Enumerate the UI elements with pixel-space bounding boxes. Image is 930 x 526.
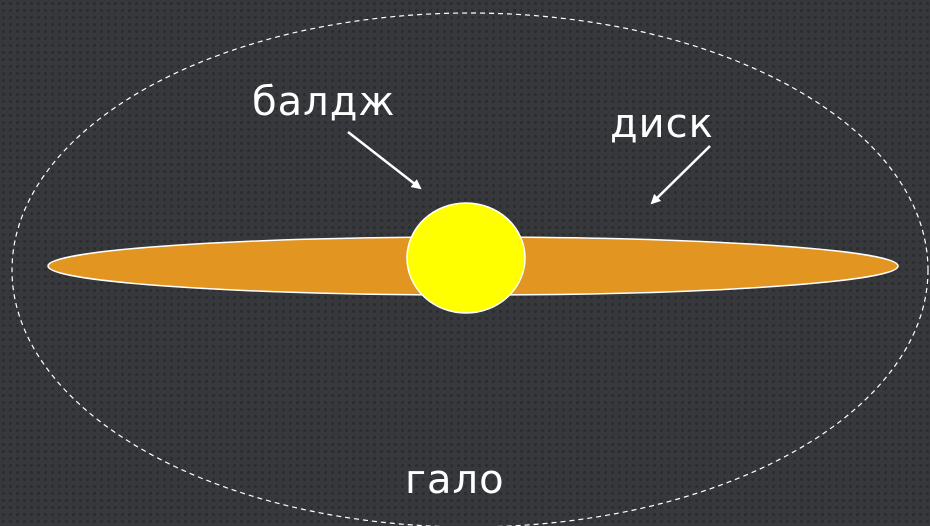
halo-label: гало bbox=[405, 457, 505, 503]
bulge-arrow bbox=[347, 131, 422, 190]
bulge-label: балдж bbox=[252, 79, 396, 125]
bulge-ellipse bbox=[406, 202, 526, 314]
halo-ellipse bbox=[11, 12, 929, 526]
disk-arrow bbox=[650, 145, 711, 205]
disk-label: диск bbox=[610, 101, 714, 147]
